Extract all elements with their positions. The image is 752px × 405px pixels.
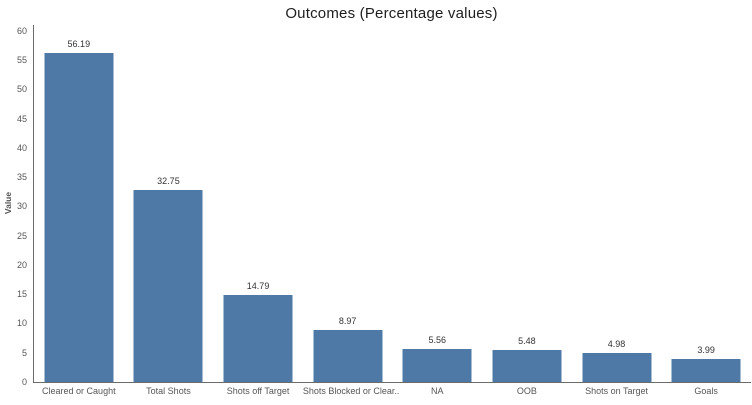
y-tick-label: 30 xyxy=(16,201,27,212)
bar-value-label: 3.99 xyxy=(697,344,715,355)
x-category-label: NA xyxy=(431,386,444,396)
y-tick-label: 40 xyxy=(16,142,27,153)
chart-title: Outcomes (Percentage values) xyxy=(285,5,498,22)
bar-value-label: 5.48 xyxy=(518,335,536,346)
y-tick-label: 50 xyxy=(16,84,27,95)
x-category-label: Shots Blocked or Clear.. xyxy=(302,386,400,396)
bar xyxy=(44,53,114,382)
x-category-label: Cleared or Caught xyxy=(42,386,116,396)
bar-slot: 32.75 Total Shots xyxy=(124,25,214,396)
bar-value-label: 14.79 xyxy=(246,281,270,292)
bar-value-label: 32.75 xyxy=(157,176,180,187)
y-tick-label: 60 xyxy=(16,25,27,36)
bar-slot: 5.56 NA xyxy=(393,25,483,396)
y-tick-label: 20 xyxy=(16,259,27,270)
bar-value-label: 4.98 xyxy=(607,338,626,349)
y-tick-label: 55 xyxy=(16,55,27,66)
y-tick-label: 10 xyxy=(16,318,27,329)
x-category-label: Shots off Target xyxy=(226,386,290,396)
x-category-label: Goals xyxy=(694,386,718,396)
bar-slot: 56.19 Cleared or Caught xyxy=(34,25,124,396)
y-tick-label: 45 xyxy=(16,113,27,124)
bar-slot: 4.98 Shots on Target xyxy=(572,25,662,396)
bar-slot: 14.79 Shots off Target xyxy=(213,25,303,396)
bar xyxy=(223,295,293,382)
bar xyxy=(402,349,472,382)
bar xyxy=(671,358,741,382)
bar xyxy=(492,349,562,382)
bar xyxy=(313,329,383,382)
x-category-label: Shots on Target xyxy=(585,386,648,396)
bar-slot: 3.99 Goals xyxy=(661,25,751,396)
bar xyxy=(582,352,652,382)
x-category-label: Total Shots xyxy=(146,386,191,396)
bar-value-label: 5.56 xyxy=(428,335,447,346)
bar-value-label: 56.19 xyxy=(67,39,91,50)
plot-area: 56.19 Cleared or Caught 32.75 Total Shots 14… xyxy=(33,25,751,396)
y-tick-label: 35 xyxy=(16,172,27,183)
y-tick-label: 25 xyxy=(16,230,27,241)
x-category-label: OOB xyxy=(516,386,537,396)
bar-slot: 8.97 Shots Blocked or Clear.. xyxy=(303,25,400,396)
bar-slot: 5.48 OOB xyxy=(482,25,572,396)
y-tick-label: 15 xyxy=(16,289,27,300)
y-tick-label: 0 xyxy=(21,377,27,387)
bar xyxy=(133,190,203,382)
bar-value-label: 8.97 xyxy=(338,315,357,326)
y-tick-label: 5 xyxy=(21,347,27,358)
